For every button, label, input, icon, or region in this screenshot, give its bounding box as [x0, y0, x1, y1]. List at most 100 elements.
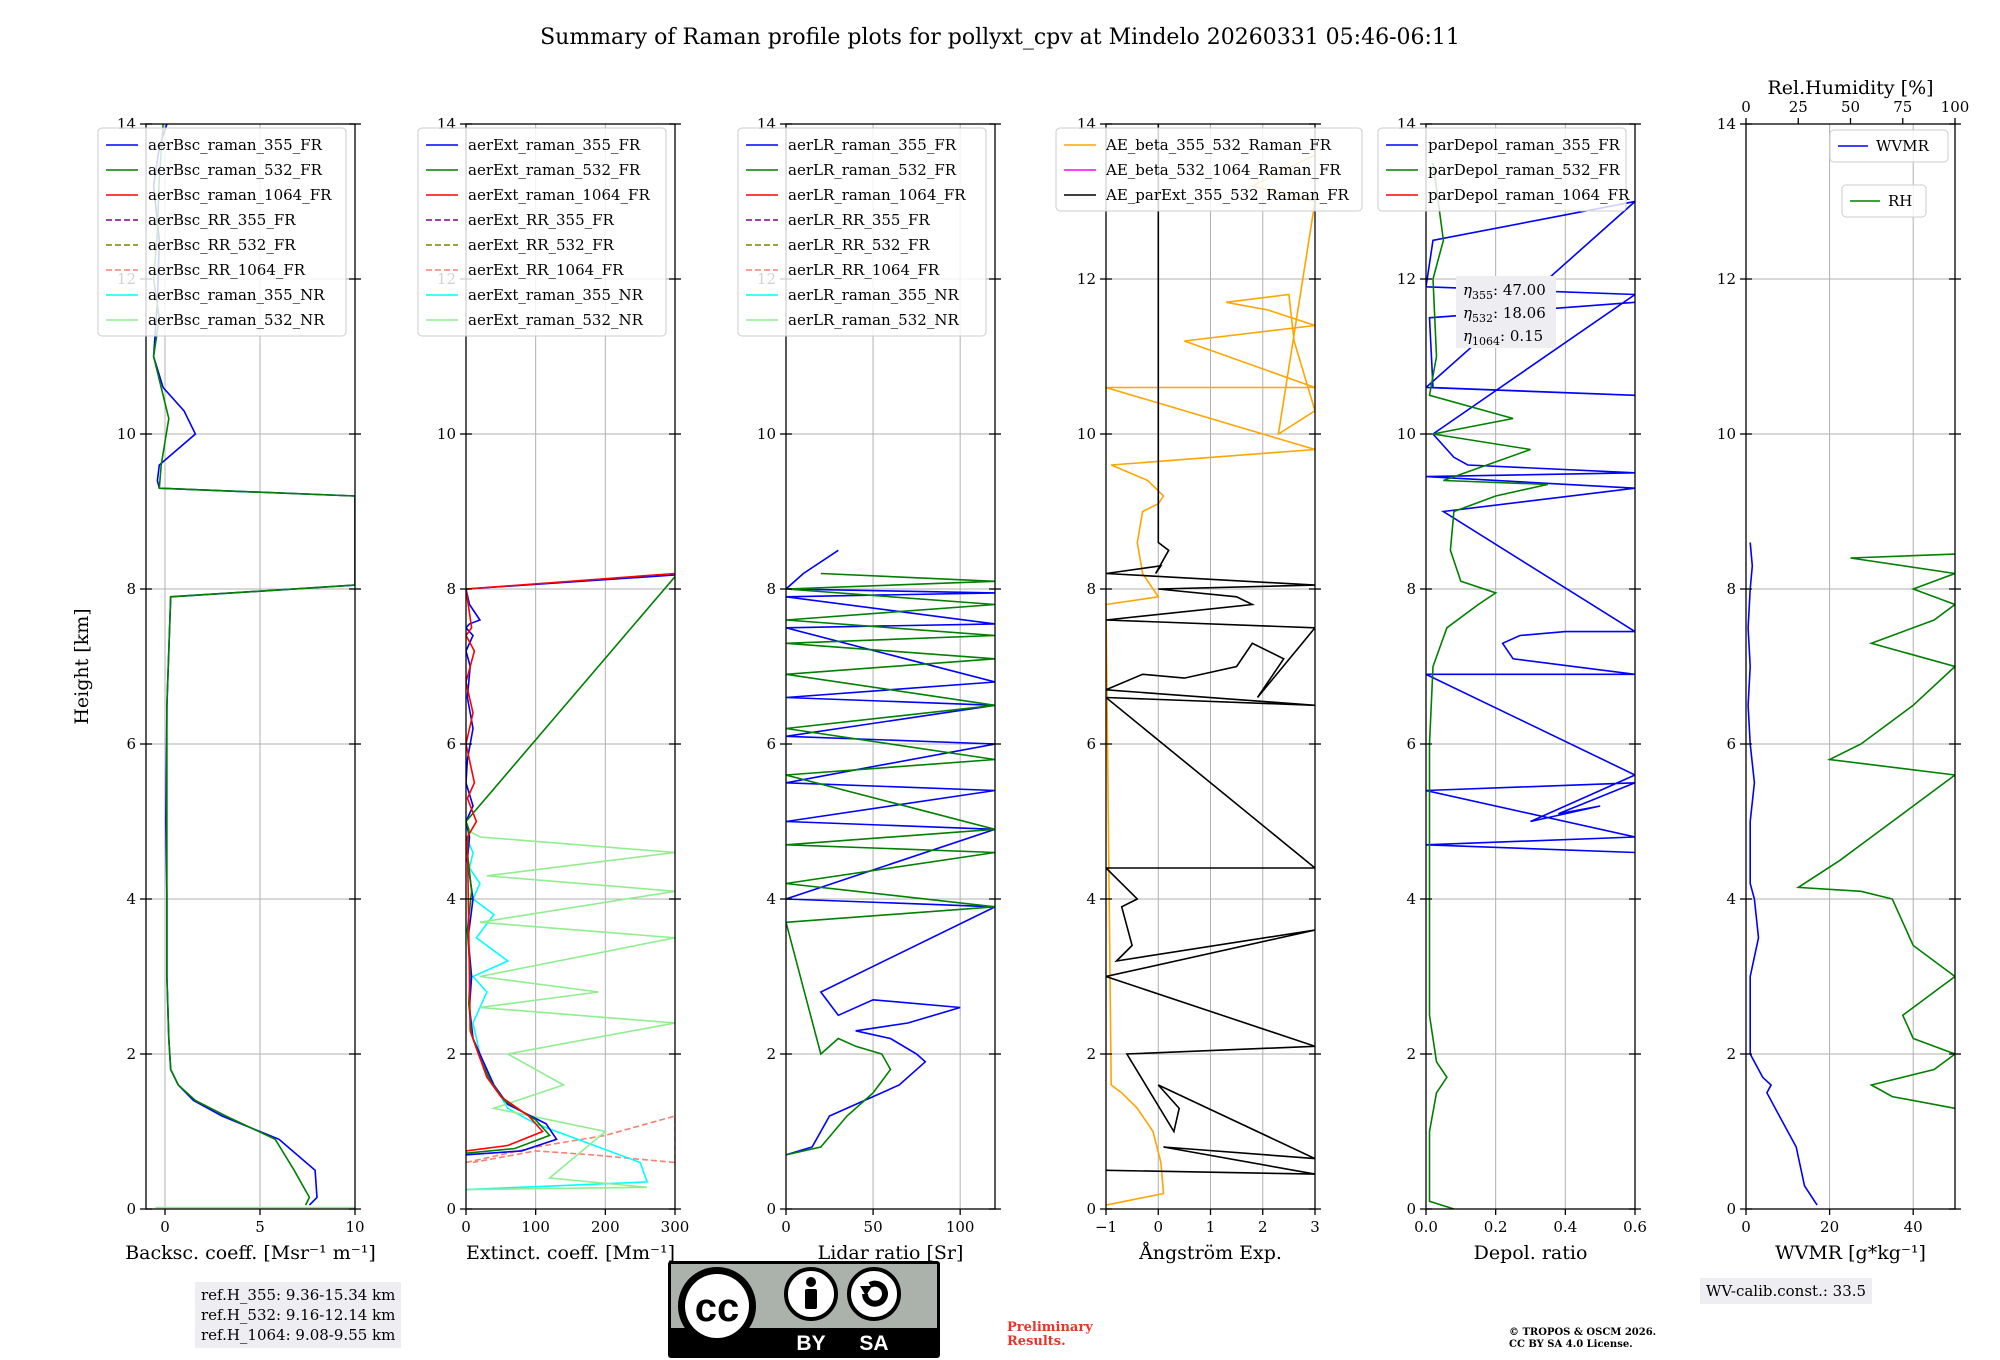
y-tick-label: 2	[126, 1045, 136, 1063]
x-tick-label: 0	[461, 1218, 471, 1236]
legend-label: aerExt_raman_1064_FR	[468, 186, 650, 204]
y-tick-label: 2	[446, 1045, 456, 1063]
panels: 024681012140510Backsc. coeff. [Msr⁻¹ m⁻¹…	[71, 77, 1969, 1264]
copyright-line-2: CC BY SA 4.0 License.	[1509, 1339, 1633, 1350]
y-tick-label: 8	[1406, 580, 1416, 598]
legend-label: aerExt_raman_532_FR	[468, 161, 641, 179]
eta-subscript: 1064	[1472, 335, 1500, 348]
legend-label: aerLR_RR_532_FR	[788, 236, 930, 254]
y-tick-label: 0	[1086, 1200, 1096, 1218]
legend-label: aerBsc_raman_355_FR	[148, 136, 323, 154]
y-tick-label: 4	[1726, 890, 1736, 908]
axes-frame	[465, 123, 676, 1210]
reference-height-box: ref.H_355: 9.36-15.34 km ref.H_532: 9.16…	[195, 1282, 402, 1348]
legend-rh: RH	[1841, 184, 1927, 218]
legend-label: parDepol_raman_532_FR	[1428, 161, 1621, 179]
x-axis-label: Lidar ratio [Sr]	[818, 1242, 964, 1264]
series-group	[1106, 124, 1315, 1206]
y-tick-label: 6	[1086, 735, 1096, 753]
y-tick-label: 4	[1086, 890, 1096, 908]
series-WVMR	[1747, 542, 1818, 1206]
refh-1064: ref.H_1064: 9.08-9.55 km	[201, 1326, 396, 1344]
series-aerLR_raman_532_FR	[786, 572, 995, 1156]
panel-wv: 0 2 4 6 8 10 12 14 0 20 40 WVMR [g*kg⁻¹] WVMR RH 0 25 50…	[1717, 77, 1969, 1264]
legend-label: aerBsc_raman_1064_FR	[148, 186, 332, 204]
sa-icon	[847, 1267, 901, 1321]
top-axis-label: Rel.Humidity [%]	[1767, 77, 1933, 99]
axes-frame	[145, 123, 356, 1210]
by-person-head	[806, 1277, 816, 1287]
series-aerExt_raman_1064_FR	[466, 572, 675, 1152]
series-AE_parExt_355_532_Raman_FR	[1106, 124, 1315, 1175]
series-group	[466, 572, 675, 1191]
y-tick-label: 12	[1077, 270, 1096, 288]
x-tick-label: 40	[1904, 1218, 1923, 1236]
top-tick-label: 0	[1741, 98, 1751, 116]
legend-label: aerBsc_RR_532_FR	[148, 236, 296, 254]
wv-calib-text: WV-calib.const.: 33.5	[1706, 1282, 1867, 1300]
x-tick-label: 1	[1206, 1218, 1216, 1236]
eta-value: : 18.06	[1493, 304, 1546, 322]
legend-label: AE_parExt_355_532_Raman_FR	[1105, 186, 1350, 204]
legend: AE_beta_355_532_Raman_FR AE_beta_532_1064…	[1055, 127, 1363, 212]
y-tick-label: 6	[126, 735, 136, 753]
x-tick-label: 0	[1153, 1218, 1163, 1236]
top-tick-label: 25	[1789, 98, 1808, 116]
y-tick-label: 2	[1406, 1045, 1416, 1063]
sa-label: SA	[859, 1332, 888, 1355]
x-tick-label: 100	[946, 1218, 975, 1236]
x-tick-label: 0	[160, 1218, 170, 1236]
series-aerLR_raman_355_FR	[786, 549, 995, 1156]
legend-label: aerBsc_raman_532_FR	[148, 161, 323, 179]
legend-frame	[1055, 127, 1363, 212]
top-tick-label: 75	[1893, 98, 1912, 116]
refh-532: ref.H_532: 9.16-12.14 km	[201, 1306, 396, 1324]
y-tick-label: 4	[446, 890, 456, 908]
legend-label: aerLR_raman_355_NR	[788, 286, 959, 304]
eta-subscript: 532	[1472, 312, 1493, 325]
y-tick-label: 10	[1077, 425, 1096, 443]
legend-label: aerExt_raman_532_NR	[468, 311, 644, 329]
legend-label: aerBsc_raman_532_NR	[148, 311, 325, 329]
top-tick-label: 100	[1941, 98, 1970, 116]
eta-symbol: η	[1463, 304, 1472, 322]
legend-frame	[1377, 127, 1627, 212]
y-tick-label: 10	[757, 425, 776, 443]
x-tick-label: 0	[1741, 1218, 1751, 1236]
x-tick-label: 50	[864, 1218, 883, 1236]
x-tick-label: 3	[1310, 1218, 1320, 1236]
sa-arrow-icon	[862, 1280, 888, 1307]
x-axis-label: Depol. ratio	[1474, 1242, 1588, 1264]
legend: aerLR_raman_355_FR aerLR_raman_532_FR aerL…	[737, 127, 987, 337]
eta-line: η532: 18.06	[1463, 304, 1546, 325]
y-tick-label: 8	[126, 580, 136, 598]
x-tick-label: 100	[521, 1218, 550, 1236]
top-tick-label: 50	[1841, 98, 1860, 116]
legend-label: aerBsc_RR_355_FR	[148, 211, 296, 229]
by-person-body	[805, 1289, 817, 1309]
x-tick-label: −1	[1095, 1218, 1117, 1236]
legend-frame	[1841, 184, 1927, 218]
y-tick-label: 14	[1717, 115, 1736, 133]
legend: aerExt_raman_355_FR aerExt_raman_532_FRae…	[417, 127, 667, 337]
y-tick-label: 0	[446, 1200, 456, 1218]
y-tick-label: 4	[766, 890, 776, 908]
legend-label: parDepol_raman_1064_FR	[1428, 186, 1630, 204]
panel-bsc: 024681012140510Backsc. coeff. [Msr⁻¹ m⁻¹…	[71, 115, 376, 1264]
eta-background	[1456, 276, 1556, 348]
y-tick-label: 10	[1717, 425, 1736, 443]
legend-label: aerExt_RR_1064_FR	[468, 261, 624, 279]
axes-frame	[785, 123, 996, 1210]
x-tick-label: 20	[1820, 1218, 1839, 1236]
series-parDepol_raman_532_FR	[1428, 162, 1549, 1209]
series-aerExt_raman_532_NR	[466, 828, 675, 1191]
legend-frame	[417, 127, 667, 337]
x-axis-label: Backsc. coeff. [Msr⁻¹ m⁻¹]	[125, 1242, 376, 1264]
preliminary-line-2: Results.	[1007, 1334, 1066, 1349]
eta-subscript: 355	[1472, 289, 1493, 302]
legend-label: aerExt_RR_532_FR	[468, 236, 615, 254]
y-tick-label: 8	[1086, 580, 1096, 598]
legend-label: RH	[1888, 192, 1912, 210]
legend-label: aerLR_raman_532_FR	[788, 161, 957, 179]
